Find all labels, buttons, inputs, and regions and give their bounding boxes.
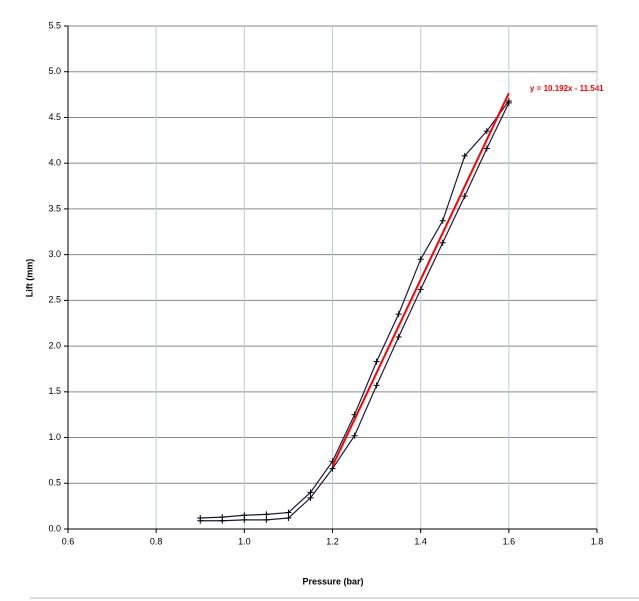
x-axis-label: Pressure (bar) — [302, 576, 363, 586]
point-marker — [373, 358, 380, 365]
point-marker — [307, 489, 314, 496]
x-tick-label: 0.6 — [62, 536, 75, 546]
point-marker — [307, 494, 314, 501]
trendline-equation: y = 10.192x - 11.541 — [530, 84, 604, 93]
point-marker — [219, 517, 226, 524]
point-marker — [505, 99, 512, 106]
y-tick-label: 1.0 — [48, 432, 61, 442]
point-marker — [373, 382, 380, 389]
y-tick-label: 4.0 — [48, 158, 61, 168]
y-tick-label: 3.0 — [48, 249, 61, 259]
y-tick-label: 5.0 — [48, 66, 61, 76]
point-marker — [439, 239, 446, 246]
point-marker — [329, 465, 336, 472]
x-tick-label: 1.4 — [414, 536, 427, 546]
x-tick-label: 1.6 — [503, 536, 516, 546]
point-marker — [417, 286, 424, 293]
point-marker — [285, 509, 292, 516]
x-tick-label: 1.0 — [238, 536, 251, 546]
y-tick-label: 4.5 — [48, 112, 61, 122]
x-tick-label: 1.8 — [591, 536, 604, 546]
x-tick-label: 0.8 — [150, 536, 163, 546]
y-tick-label: 1.5 — [48, 386, 61, 396]
y-tick-label: 2.5 — [48, 295, 61, 305]
y-tick-label: 0.5 — [48, 478, 61, 488]
point-marker — [417, 256, 424, 263]
point-marker — [395, 311, 402, 318]
y-tick-label: 3.5 — [48, 203, 61, 213]
point-marker — [461, 193, 468, 200]
point-marker — [483, 145, 490, 152]
point-marker — [439, 217, 446, 224]
y-tick-label: 5.5 — [48, 20, 61, 30]
point-marker — [395, 333, 402, 340]
point-marker — [197, 517, 204, 524]
y-tick-label: 0.0 — [48, 523, 61, 533]
x-tick-label: 1.2 — [326, 536, 339, 546]
point-marker — [263, 511, 270, 518]
y-tick-label: 2.0 — [48, 340, 61, 350]
point-marker — [263, 516, 270, 523]
point-marker — [483, 128, 490, 135]
point-marker — [351, 432, 358, 439]
point-marker — [241, 516, 248, 523]
point-marker — [285, 515, 292, 522]
point-marker — [461, 152, 468, 159]
y-axis-label: Lift (mm) — [24, 259, 34, 298]
series-line — [331, 92, 510, 467]
